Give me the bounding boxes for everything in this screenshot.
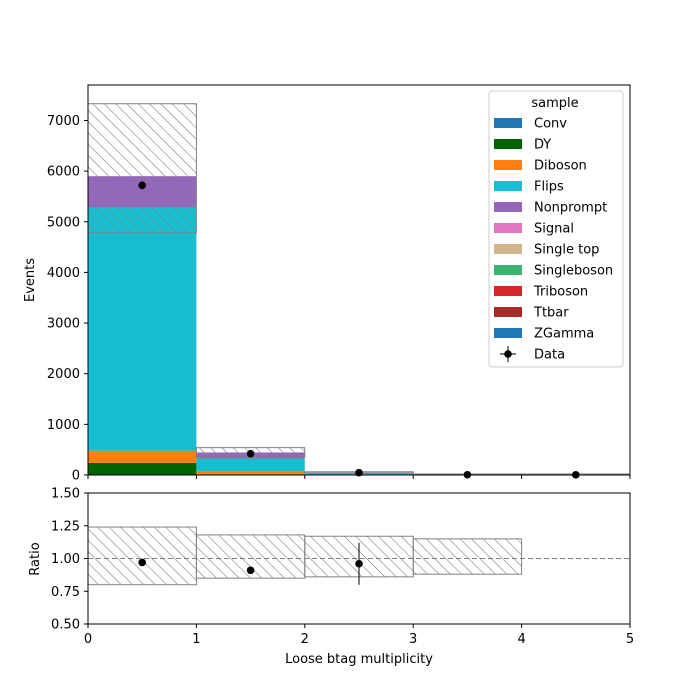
ratio-data-points xyxy=(138,542,363,585)
legend-label-nonprompt: Nonprompt xyxy=(534,201,607,216)
ratio-x-tick-label-1: 1 xyxy=(192,632,200,647)
legend: sample Conv DY Diboson Flips Nonprompt Signal… xyxy=(488,90,624,368)
main-y-tick-label-3: 3000 xyxy=(47,317,80,332)
ratio-y-tick-label-3: 1.25 xyxy=(51,519,80,534)
bar-diboson-bin-0 xyxy=(88,450,197,463)
legend-items: Conv DY Diboson Flips Nonprompt Signal Single … xyxy=(494,117,613,363)
ratio-x-tick-label-0: 0 xyxy=(84,632,92,647)
main-y-tick-label-7: 7000 xyxy=(47,114,80,129)
main-y-tick-label-4: 4000 xyxy=(47,266,80,281)
legend-data-marker xyxy=(504,350,512,358)
bar-flips-bin-1 xyxy=(196,458,305,472)
data-point-1 xyxy=(246,449,255,458)
legend-label-single-top: Single top xyxy=(534,243,599,258)
legend-label-ttbar: Ttbar xyxy=(533,306,569,321)
legend-swatch-ttbar xyxy=(494,307,522,317)
bar-dy-bin-0 xyxy=(88,462,197,475)
ratio-x-tick-label-2: 2 xyxy=(301,632,309,647)
legend-swatch-flips xyxy=(494,181,522,191)
ratio-point-2 xyxy=(355,559,363,568)
main-y-tick-label-2: 2000 xyxy=(47,367,80,382)
main-uncertainty-band xyxy=(87,103,630,475)
ratio-y-tick-label-1: 0.75 xyxy=(51,585,80,600)
legend-label-flips: Flips xyxy=(534,180,564,195)
legend-swatch-single-top xyxy=(494,244,522,254)
ratio-y-tick-label-4: 1.50 xyxy=(51,487,80,502)
bar-diboson-bin-1 xyxy=(196,471,305,475)
main-y-axis-label: Events xyxy=(23,258,38,302)
legend-label-conv: Conv xyxy=(534,117,567,132)
main-y-tick-label-0: 0 xyxy=(72,469,80,484)
legend-swatch-dy xyxy=(494,139,522,149)
ratio-y-tick-label-0: 0.50 xyxy=(51,618,80,633)
main-y-ticks: 0 1000 2000 3000 4000 5000 6000 7000 xyxy=(47,114,88,484)
legend-swatch-triboson xyxy=(494,286,522,296)
legend-label-dy: DY xyxy=(534,138,551,153)
ratio-uncertainty-band xyxy=(87,526,523,586)
legend-swatch-zgamma xyxy=(494,328,522,338)
legend-swatch-signal xyxy=(494,223,522,233)
legend-swatch-nonprompt xyxy=(494,202,522,212)
main-axes-frame xyxy=(87,84,631,476)
ratio-y-tick-label-2: 1.00 xyxy=(51,552,80,567)
bar-flips-bin-0 xyxy=(88,207,197,451)
main-panel: 0 1000 2000 3000 4000 5000 6000 7000 Events xyxy=(23,84,631,484)
legend-frame xyxy=(488,90,624,368)
legend-label-diboson: Diboson xyxy=(534,159,587,174)
legend-label-triboson: Triboson xyxy=(533,285,588,300)
ratio-band-bin-3 xyxy=(412,538,523,575)
ratio-panel: 0.50 0.75 1.00 1.25 1.50 0 1 2 3 4 5 Ratio Loose … xyxy=(28,487,634,668)
uncertainty-band-bin-0 xyxy=(87,103,197,234)
main-y-tick-label-6: 6000 xyxy=(47,165,80,180)
ratio-y-axis-label: Ratio xyxy=(28,542,43,575)
legend-label-zgamma: ZGamma xyxy=(534,327,594,342)
ratio-x-tick-label-4: 4 xyxy=(517,632,525,647)
legend-swatch-conv xyxy=(494,118,522,128)
ratio-band-bin-0 xyxy=(87,526,197,586)
data-point-0 xyxy=(138,181,146,190)
x-axis-label: Loose btag multiplicity xyxy=(285,652,433,667)
ratio-x-tick-label-3: 3 xyxy=(409,632,417,647)
legend-swatch-singleboson xyxy=(494,265,522,275)
main-y-tick-label-1: 1000 xyxy=(47,418,80,433)
ratio-y-ticks: 0.50 0.75 1.00 1.25 1.50 xyxy=(51,487,88,633)
legend-label-data: Data xyxy=(534,348,565,363)
ratio-point-0 xyxy=(138,558,146,567)
legend-title: sample xyxy=(531,96,578,111)
legend-label-signal: Signal xyxy=(534,222,574,237)
ratio-x-ticks: 0 1 2 3 4 5 xyxy=(84,624,634,647)
main-x-ticks xyxy=(87,475,631,479)
legend-swatch-diboson xyxy=(494,160,522,170)
legend-label-singleboson: Singleboson xyxy=(534,264,613,279)
main-y-tick-label-5: 5000 xyxy=(47,215,80,230)
ratio-x-tick-label-5: 5 xyxy=(626,632,634,647)
ratio-point-1 xyxy=(246,566,255,575)
